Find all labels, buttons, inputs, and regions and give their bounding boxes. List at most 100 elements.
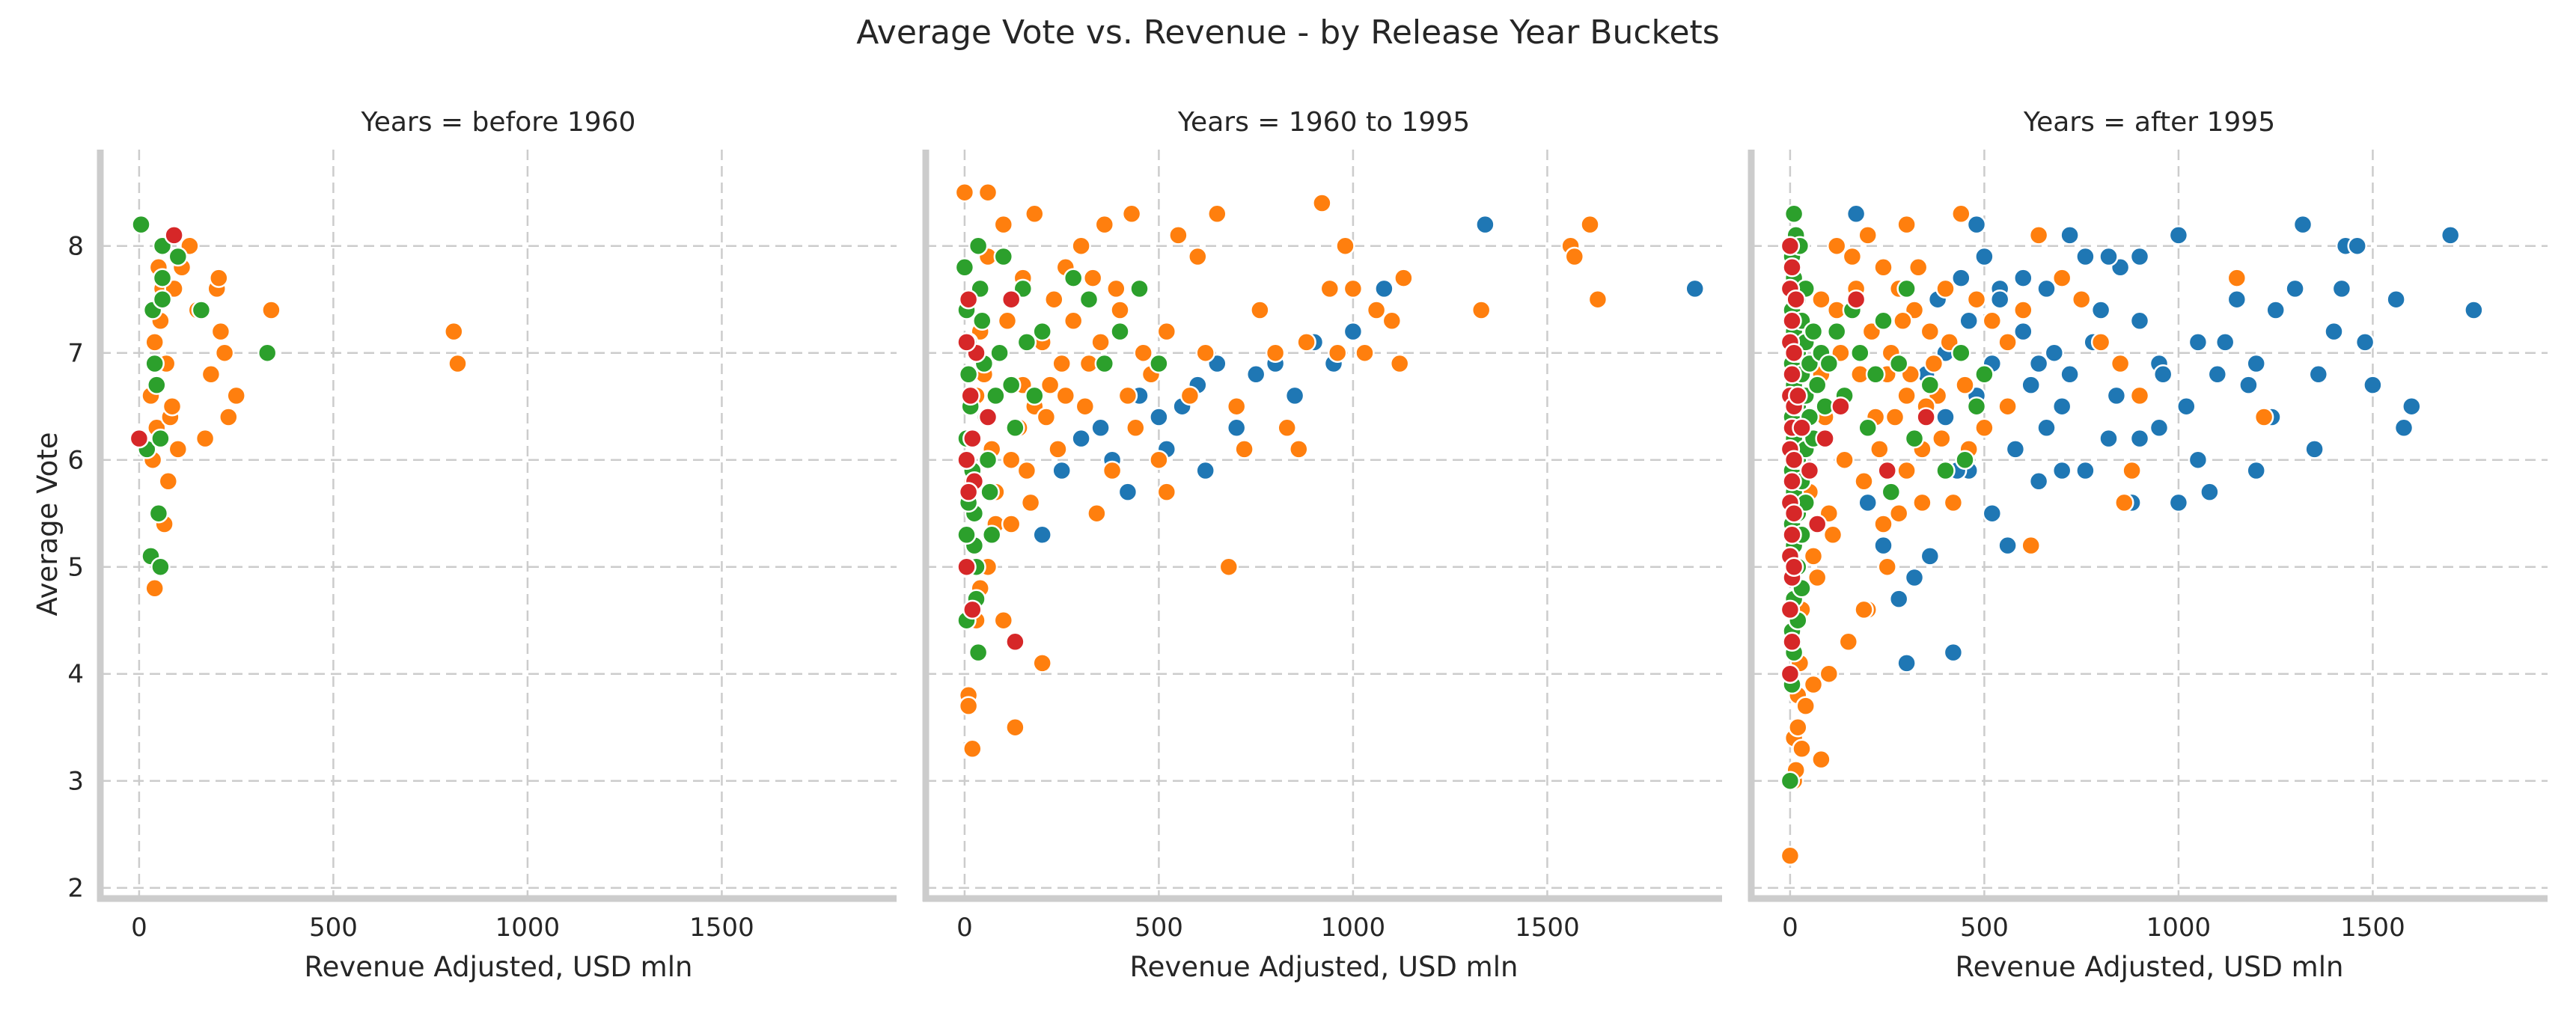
scatter-point-red [958,482,979,502]
scatter-point-blue [2060,364,2080,385]
scatter-point-orange [1997,332,2018,352]
scatter-point-blue [2036,278,2057,299]
y-tick-label: 3 [67,767,84,797]
scatter-point-blue [2021,375,2041,395]
scatter-point-red [956,450,977,470]
scatter-point-blue [2028,353,2049,374]
scatter-point-orange [1312,193,1332,213]
panel-3: Years = after 1995 0 500 1000 1500 Revenue Ad… [1748,107,2548,983]
scatter-point-orange [958,696,979,716]
scatter-point-blue [2200,482,2220,502]
scatter-point-orange [214,343,235,363]
scatter-point-blue [1920,546,1941,566]
scatter-point-orange [226,385,246,406]
scatter-point-green [1935,460,1956,481]
scatter-point-orange [1226,396,1247,417]
scatter-point-blue [1873,535,1893,556]
scatter-point-orange [1087,503,1107,524]
scatter-point-orange [1982,310,2003,331]
scatter-point-blue [1071,428,1091,449]
scatter-point-orange [1335,236,1355,256]
scatter-point-orange [201,364,222,385]
scatter-point-red [1846,289,1867,310]
scatter-point-green [972,310,992,331]
scatter-point-blue [1090,417,1111,438]
scatter-point-blue [1846,203,1867,224]
scatter-point-blue [1997,535,2018,556]
scatter-point-green [954,257,975,278]
scatter-point-orange [1102,460,1123,481]
y-tick-label: 6 [67,446,84,476]
scatter-point-orange [1090,332,1111,352]
scatter-point-blue [2246,460,2266,481]
scatter-point-orange [1005,717,1025,738]
scatter-point-orange [1179,385,1200,406]
x-tick-label: 0 [956,913,973,943]
x-tick-label: 500 [309,913,358,943]
scatter-point-orange [1893,310,1913,331]
scatter-point-orange [1819,664,1840,684]
scatter-point-orange [1001,450,1022,470]
scatter-point-green [993,246,1014,267]
scatter-point-orange [1943,492,1964,513]
scatter-point-orange [1997,396,2018,417]
scatter-point-orange [1277,417,1297,438]
scatter-point-orange [1923,353,1944,374]
scatter-point-red [1916,407,1936,427]
scatter-point-orange [1040,375,1060,395]
scatter-point-blue [2168,492,2189,513]
scatter-point-green [1920,375,1941,395]
scatter-point-red [1783,503,1804,524]
scatter-point-green [1819,353,1840,374]
scatter-point-orange [1044,289,1064,310]
scatter-point-red [1782,257,1802,278]
scatter-point-orange [1580,214,1600,235]
x-tick-label: 0 [131,913,147,943]
scatter-point-orange [1156,321,1177,342]
scatter-point-orange [1873,257,1893,278]
scatter-point-blue [2051,460,2072,481]
x-tick-label: 500 [1135,913,1183,943]
scatter-point-orange [448,353,468,374]
scatter-point-blue [2090,300,2111,320]
scatter-point-green [1025,385,1045,406]
scatter-point-orange [1289,439,1309,459]
scatter-point-orange [1951,203,1971,224]
scatter-point-orange [2021,535,2041,556]
scatter-point-red [958,289,979,310]
scatter-point-red [1782,471,1802,492]
scatter-point-blue [2285,278,2305,299]
scatter-point-orange [1877,557,1897,577]
scatter-point-orange [1955,375,1975,395]
scatter-points [954,182,1705,759]
scatter-point-blue [1904,567,1925,588]
scatter-point-orange [1075,396,1096,417]
scatter-point-blue [1858,492,1878,513]
scatter-point-orange [1265,343,1286,363]
scatter-point-orange [1343,278,1364,299]
y-tick-label: 2 [67,874,84,904]
scatter-point-blue [2402,396,2422,417]
scatter-point-blue [2176,396,2197,417]
scatter-point-orange [209,268,229,288]
scatter-point-blue [2188,450,2209,470]
scatter-point-blue [2215,332,2235,352]
scatter-point-orange [1110,300,1130,320]
scatter-point-blue [1935,407,1956,427]
scatter-point-blue [2099,428,2119,449]
scatter-point-orange [2110,353,2131,374]
scatter-point-green [1888,353,1909,374]
scatter-point-orange [2013,300,2033,320]
scatter-point-orange [1382,310,1403,331]
scatter-point-blue [2238,375,2259,395]
scatter-point-orange [1234,439,1254,459]
scatter-point-orange [1803,674,1824,695]
scatter-point-orange [1117,385,1138,406]
scatter-point-blue [2265,300,2286,320]
scatter-point-green [1850,343,1870,363]
panel-2: Years = 1960 to 1995 0 500 1000 1500 Revenue … [922,107,1722,983]
scatter-point-green [1016,332,1037,352]
scatter-point-orange [1048,439,1068,459]
scatter-point-red [1782,364,1802,385]
scatter-point-blue [1966,214,1987,235]
